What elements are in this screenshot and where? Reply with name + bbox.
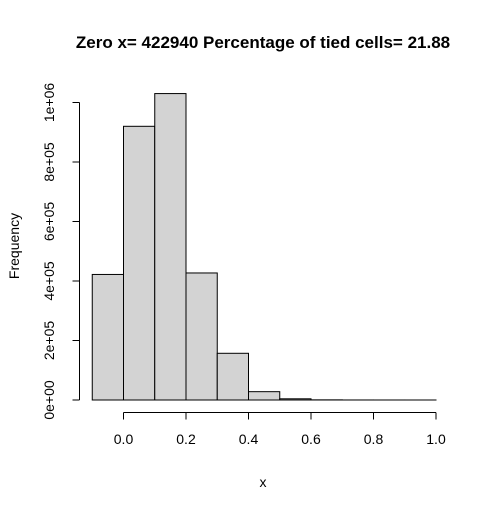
x-tick-label: 0.8: [364, 431, 384, 447]
x-axis-label: x: [260, 474, 267, 490]
y-tick-label: 4e+05: [41, 261, 57, 301]
y-tick-label: 2e+05: [41, 321, 57, 361]
histogram-bar: [123, 125, 156, 401]
histogram-bar: [279, 398, 312, 401]
histogram-bar: [216, 352, 249, 401]
y-tick-label: 0e+00: [41, 380, 57, 420]
x-tick-label: 0.0: [114, 431, 134, 447]
histogram-bar: [185, 272, 218, 401]
histogram-bar: [91, 273, 124, 401]
histogram-bar: [248, 391, 281, 401]
histogram-bars: [91, 93, 437, 401]
y-axis-label: Frequency: [6, 213, 22, 279]
y-tick-label: 8e+05: [41, 142, 57, 182]
y-axis: 0e+00 2e+05 4e+05 6e+05 8e+05 1e+06: [41, 83, 80, 420]
x-tick-label: 0.2: [176, 431, 196, 447]
y-tick-label: 6e+05: [41, 202, 57, 242]
chart-title: Zero x= 422940 Percentage of tied cells=…: [76, 33, 450, 52]
x-tick-label: 1.0: [426, 431, 446, 447]
histogram-bar: [154, 93, 187, 401]
x-tick-label: 0.6: [301, 431, 321, 447]
x-axis: 0.0 0.2 0.4 0.6 0.8 1.0: [114, 412, 446, 447]
y-tick-label: 1e+06: [41, 83, 57, 123]
x-tick-label: 0.4: [239, 431, 259, 447]
